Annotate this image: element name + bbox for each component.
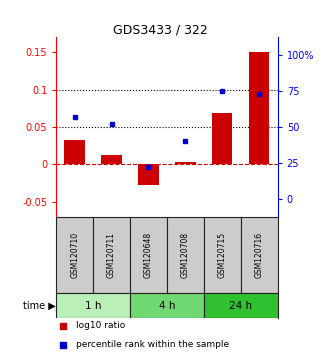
Text: GSM120708: GSM120708: [181, 232, 190, 278]
Text: GSM120710: GSM120710: [70, 232, 79, 278]
Bar: [241, 217, 278, 293]
Bar: [65, 141, 85, 164]
Bar: [130, 293, 204, 318]
Text: GSM120715: GSM120715: [218, 232, 227, 278]
Bar: [138, 164, 159, 185]
Text: GSM120648: GSM120648: [144, 232, 153, 278]
Bar: [167, 217, 204, 293]
Text: 1 h: 1 h: [85, 301, 101, 310]
Bar: [204, 217, 241, 293]
Bar: [249, 52, 269, 164]
Text: GSM120711: GSM120711: [107, 232, 116, 278]
Bar: [130, 217, 167, 293]
Bar: [212, 114, 232, 164]
Text: 24 h: 24 h: [229, 301, 252, 310]
Text: 4 h: 4 h: [159, 301, 175, 310]
Text: log10 ratio: log10 ratio: [76, 321, 126, 330]
Bar: [204, 293, 278, 318]
Bar: [175, 162, 195, 164]
Bar: [56, 293, 130, 318]
Text: GSM120716: GSM120716: [255, 232, 264, 278]
Bar: [56, 217, 93, 293]
Text: time ▶: time ▶: [23, 301, 56, 310]
Text: percentile rank within the sample: percentile rank within the sample: [76, 340, 229, 349]
Bar: [101, 155, 122, 164]
Text: GDS3433 / 322: GDS3433 / 322: [113, 23, 208, 36]
Bar: [93, 217, 130, 293]
